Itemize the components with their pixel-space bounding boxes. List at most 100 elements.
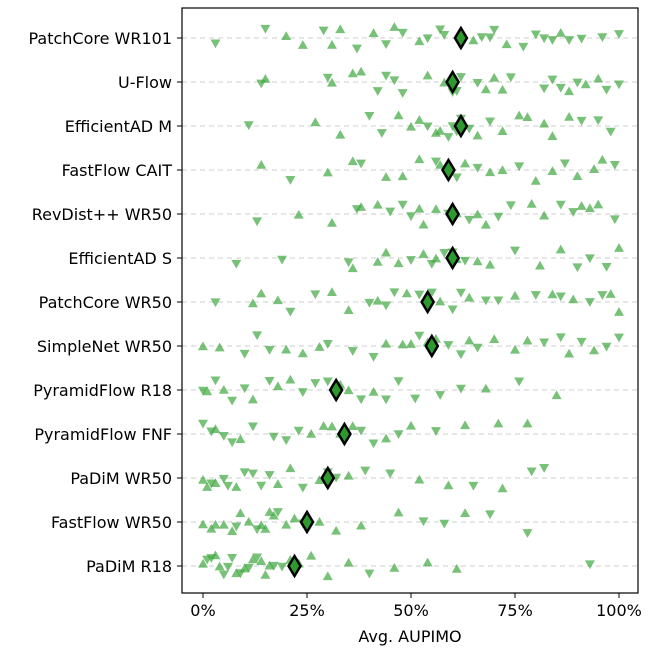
data-point [397,200,408,210]
data-point [347,347,358,356]
data-point [455,288,466,298]
data-point [268,432,279,442]
data-point [297,388,308,398]
data-point [368,439,379,449]
data-point [414,474,425,484]
data-point [455,350,466,360]
data-point [414,203,425,213]
data-point [198,519,208,529]
mean-marker [445,201,461,227]
data-point [235,508,246,517]
data-point [343,258,354,268]
data-point [510,344,520,354]
data-point [272,508,283,517]
data-point [356,520,367,530]
data-point [314,517,325,526]
data-point [393,377,404,387]
data-point [522,112,533,122]
data-point [222,481,233,491]
data-point [406,212,416,222]
data-point [589,164,600,173]
data-point [614,80,624,90]
data-point [397,89,408,98]
data-point [310,379,321,388]
mean-marker [420,289,436,315]
data-point [210,376,221,386]
data-point [485,33,496,43]
data-point [210,424,221,434]
data-point [406,256,416,265]
data-point [256,288,267,298]
data-point [385,207,396,217]
data-point [422,557,433,567]
data-point [539,210,550,220]
data-point [297,40,308,49]
data-point [526,198,537,208]
data-point [389,288,400,298]
data-point [381,433,392,443]
data-point [335,24,346,34]
data-point [264,376,275,386]
x-tick-label: 25% [289,601,325,620]
data-point [218,570,229,580]
data-point [493,418,504,428]
data-point [555,83,566,93]
data-point [406,339,416,348]
data-point [568,294,579,304]
data-point [326,217,337,227]
data-point [281,31,292,40]
data-point [202,482,213,491]
data-point [231,482,242,491]
y-tick-label: RevDist++ WR50 [32,205,172,224]
data-points [198,22,624,581]
data-point [493,296,504,306]
data-point [572,78,583,88]
data-point [268,510,279,520]
data-point [393,110,404,120]
data-point [593,116,604,126]
data-point [564,86,575,96]
data-point [247,298,258,308]
data-point [530,291,541,300]
data-point [397,171,408,181]
data-point [368,387,379,396]
data-point [439,31,450,40]
data-point [593,73,604,83]
data-point [285,374,296,384]
data-point [252,553,263,563]
data-point [356,159,367,169]
data-point [381,395,392,405]
data-point [372,87,383,96]
data-point [472,163,483,173]
data-point [501,39,512,49]
y-tick-label: PyramidFlow R18 [33,381,172,400]
data-point [406,121,416,131]
x-axis-label: Avg. AUPIMO [358,627,461,646]
data-point [526,467,537,477]
data-point [564,111,575,121]
data-point [322,340,333,349]
data-point [343,470,354,480]
data-point [218,519,229,529]
mean-marker [424,333,440,359]
data-point [306,429,317,438]
data-point [510,290,520,300]
data-point [381,40,392,50]
data-point [210,298,221,308]
data-point [272,381,283,391]
data-point [601,342,612,352]
data-point [468,481,479,491]
data-point [480,219,491,229]
mean-marker [445,69,461,95]
data-point [485,167,496,177]
data-point [580,79,591,89]
y-tick-label: FastFlow WR50 [51,513,172,532]
y-tick-label: PaDiM WR50 [70,469,172,488]
data-point [335,129,346,139]
data-point [214,342,225,352]
data-point [351,44,362,54]
data-point [210,550,221,560]
mean-markers [287,25,469,579]
data-point [605,289,616,298]
y-tick-label: EfficientAD S [68,249,172,268]
